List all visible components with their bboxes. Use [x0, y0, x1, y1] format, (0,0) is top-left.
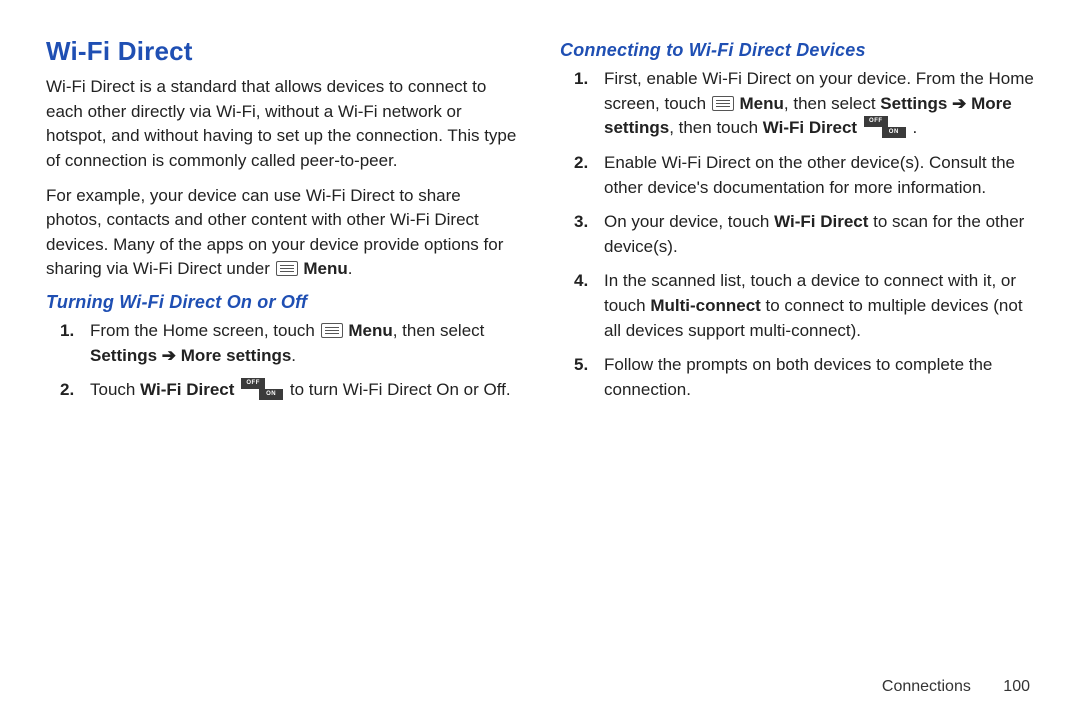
- right-step-3: On your device, touch Wi-Fi Direct to sc…: [560, 210, 1034, 259]
- left-step-1: From the Home screen, touch Menu, then s…: [46, 319, 520, 368]
- intro2-pre: For example, your device can use Wi-Fi D…: [46, 186, 503, 279]
- toggle-icon: OFF ON: [241, 378, 283, 400]
- subheading-connecting: Connecting to Wi-Fi Direct Devices: [560, 40, 1034, 61]
- menu-label: Menu: [303, 259, 347, 278]
- settings-label: Settings: [880, 94, 952, 113]
- manual-page: Wi-Fi Direct Wi-Fi Direct is a standard …: [0, 0, 1080, 720]
- settings-label: Settings: [90, 346, 162, 365]
- toggle-on-label: ON: [882, 127, 906, 138]
- menu-label: Menu: [348, 321, 392, 340]
- wifi-direct-label: Wi-Fi Direct: [774, 212, 868, 231]
- left-step-2: Touch Wi-Fi Direct OFF ON to turn Wi-Fi …: [46, 378, 520, 403]
- menu-label: Menu: [740, 94, 784, 113]
- menu-icon: [276, 261, 298, 276]
- footer-section: Connections: [882, 678, 971, 695]
- l2-pre: Touch: [90, 380, 140, 399]
- toggle-off-label: OFF: [864, 116, 888, 127]
- right-step-2: Enable Wi-Fi Direct on the other device(…: [560, 151, 1034, 200]
- right-column: Connecting to Wi-Fi Direct Devices First…: [560, 30, 1034, 670]
- r1-mid2: , then touch: [669, 118, 763, 137]
- menu-icon: [321, 323, 343, 338]
- l1-pre: From the Home screen, touch: [90, 321, 320, 340]
- wifi-direct-label: Wi-Fi Direct: [763, 118, 857, 137]
- r1-mid1: , then select: [784, 94, 880, 113]
- page-footer: Connections 100: [46, 670, 1034, 696]
- two-column-layout: Wi-Fi Direct Wi-Fi Direct is a standard …: [46, 30, 1034, 670]
- left-column: Wi-Fi Direct Wi-Fi Direct is a standard …: [46, 30, 520, 670]
- intro-paragraph-1: Wi-Fi Direct is a standard that allows d…: [46, 75, 520, 174]
- steps-turning-on-off: From the Home screen, touch Menu, then s…: [46, 319, 520, 403]
- menu-icon: [712, 96, 734, 111]
- right-step-4: In the scanned list, touch a device to c…: [560, 269, 1034, 343]
- toggle-icon: OFF ON: [864, 116, 906, 138]
- toggle-on-label: ON: [259, 389, 283, 400]
- r3-pre: On your device, touch: [604, 212, 774, 231]
- l1-mid: , then select: [393, 321, 485, 340]
- right-step-1: First, enable Wi-Fi Direct on your devic…: [560, 67, 1034, 141]
- footer-page-number: 100: [1003, 678, 1030, 696]
- subheading-turning-on-off: Turning Wi-Fi Direct On or Off: [46, 292, 520, 313]
- intro-paragraph-2: For example, your device can use Wi-Fi D…: [46, 184, 520, 283]
- arrow-icon: ➔: [162, 346, 176, 365]
- arrow-icon: ➔: [952, 94, 966, 113]
- intro2-post: .: [348, 259, 353, 278]
- l2-post: to turn Wi-Fi Direct On or Off.: [290, 380, 511, 399]
- r1-post: .: [908, 118, 917, 137]
- more-settings-label: More settings: [176, 346, 291, 365]
- wifi-direct-label: Wi-Fi Direct: [140, 380, 234, 399]
- toggle-off-label: OFF: [241, 378, 265, 389]
- page-title: Wi-Fi Direct: [46, 36, 520, 67]
- right-step-5: Follow the prompts on both devices to co…: [560, 353, 1034, 402]
- multi-connect-label: Multi-connect: [650, 296, 761, 315]
- steps-connecting: First, enable Wi-Fi Direct on your devic…: [560, 67, 1034, 403]
- l1-post: .: [291, 346, 296, 365]
- l2-mid: [234, 380, 239, 399]
